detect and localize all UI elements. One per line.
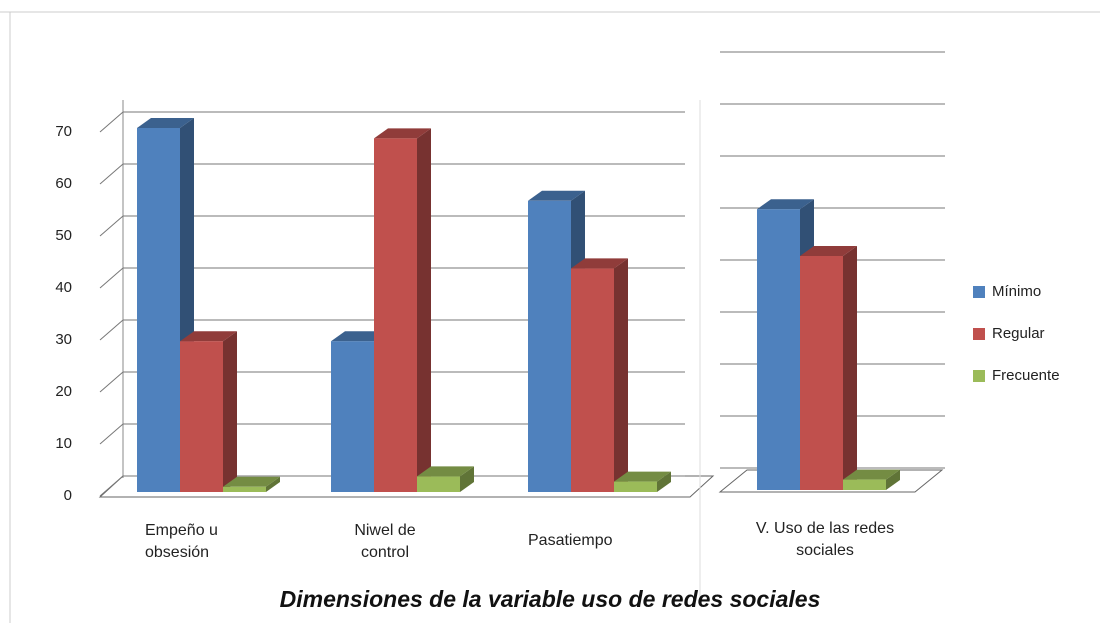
bar-face	[223, 476, 280, 487]
grid-line	[99, 111, 124, 133]
bar	[180, 331, 237, 492]
bar-face	[223, 486, 266, 492]
y-tick-label: 70	[55, 123, 72, 140]
bar-face	[614, 481, 657, 492]
bar-face	[266, 476, 280, 492]
legend-label: Regular	[992, 325, 1045, 342]
bar-face	[614, 258, 628, 492]
bar-face	[614, 471, 671, 482]
y-tick-label: 0	[64, 487, 72, 504]
bar-face	[137, 128, 180, 492]
floor	[718, 469, 944, 493]
y-tick-label: 50	[55, 227, 72, 244]
bar-face	[180, 331, 237, 342]
bar-face	[800, 246, 857, 256]
grid-line	[99, 371, 124, 393]
bar-face	[800, 256, 843, 490]
bar-face	[571, 258, 628, 269]
x-tick-label: V. Uso de las redes sociales	[755, 520, 895, 559]
y-tick-label: 20	[55, 383, 72, 400]
grid-line	[99, 163, 124, 185]
legend-label: Frecuente	[992, 367, 1060, 384]
bar-face	[571, 268, 614, 492]
legend-swatch	[973, 328, 985, 340]
bar-face	[757, 199, 814, 210]
bar-face	[843, 469, 900, 480]
bar-face	[331, 341, 374, 492]
bar	[800, 246, 857, 490]
bar	[223, 476, 280, 492]
y-tick-label: 60	[55, 175, 72, 192]
bar-face	[331, 331, 388, 342]
grid-line	[99, 215, 124, 237]
bar-face	[374, 128, 431, 139]
bar-face	[528, 200, 571, 493]
grid-line	[99, 319, 124, 341]
bar-face	[374, 138, 417, 492]
bar-face	[528, 190, 585, 201]
bar-face	[886, 469, 900, 490]
x-tick-label: Niwel de control	[354, 522, 416, 561]
grid-line	[99, 475, 124, 497]
bar-face	[843, 479, 886, 490]
legend-swatch	[973, 286, 985, 298]
legend-swatch	[973, 370, 985, 382]
bar-face	[180, 341, 223, 492]
bar-face	[417, 476, 460, 492]
grid-line	[99, 267, 124, 289]
bar	[417, 466, 474, 492]
bar-face	[223, 331, 237, 492]
bar-face	[843, 246, 857, 490]
y-tick-label: 30	[55, 331, 72, 348]
bar-face	[137, 118, 194, 128]
bar	[843, 469, 900, 490]
x-tick-label: Pasatiempo	[528, 532, 613, 549]
grid-line	[99, 423, 124, 445]
bar	[614, 471, 671, 492]
bar-face	[757, 209, 800, 490]
bar-face	[417, 466, 474, 477]
bar-face	[460, 466, 474, 492]
bar	[374, 128, 431, 492]
bar-face	[657, 471, 671, 492]
x-tick-label: Empeño u obsesión	[145, 522, 218, 561]
y-tick-label: 40	[55, 279, 72, 296]
legend-label: Mínimo	[992, 283, 1041, 300]
chart-title: Dimensiones de la variable uso de redes …	[279, 586, 821, 612]
y-tick-label: 10	[55, 435, 72, 452]
bar	[571, 258, 628, 492]
bar-face	[417, 128, 431, 492]
